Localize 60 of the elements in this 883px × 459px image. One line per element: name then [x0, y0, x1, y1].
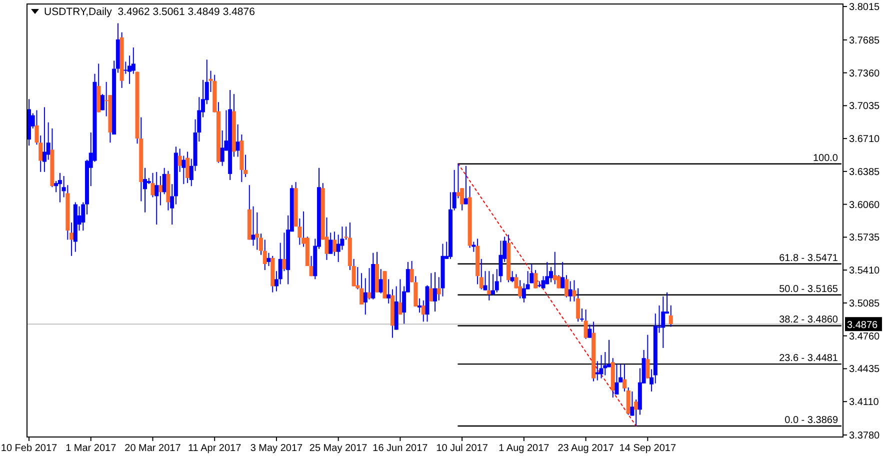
y-tick-label: 3.5735: [849, 232, 880, 244]
x-tick-label: 11 Apr 2017: [188, 443, 242, 454]
x-tick-label: 10 Feb 2017: [0, 443, 58, 454]
y-tick-label: 3.5085: [849, 298, 880, 310]
y-tick-label: 3.4110: [849, 397, 880, 408]
y-tick-label: 3.6060: [849, 200, 880, 211]
candlestick: [266, 252, 271, 267]
candlestick: [564, 274, 568, 298]
series-label: 100.0: [812, 152, 838, 164]
candlestick: [378, 268, 383, 294]
candlestick: [584, 309, 588, 340]
y-tick-label: 3.7035: [849, 101, 880, 112]
y-tick-label: 3.6385: [849, 166, 880, 178]
candlestick: [534, 270, 538, 289]
x-tick-label: 14 Sep 2017: [619, 443, 676, 454]
candlestick: [154, 171, 159, 226]
x-tick-label: 25 May 2017: [309, 443, 368, 454]
x-tick-label: 1 Mar 2017: [66, 443, 117, 454]
candlestick: [595, 360, 600, 381]
y-tick-label: 3.3780: [849, 430, 880, 442]
x-tick-label: 16 Jun 2017: [372, 443, 428, 454]
candlestick: [124, 61, 128, 74]
candlestick: [545, 261, 550, 285]
candlestick: [541, 276, 546, 289]
ref-line-label: 3.4876: [847, 320, 878, 332]
candlestick: [487, 270, 492, 301]
candlestick: [464, 165, 468, 205]
y-tick-label: 3.5410: [849, 266, 880, 277]
candlestick: [58, 172, 62, 203]
y-tick-label: 3.8015: [849, 2, 880, 14]
series-label: 61.8 - 3.5471: [779, 252, 838, 264]
candlestick: [603, 352, 608, 376]
candlestick: [251, 206, 256, 246]
candlestick: [328, 232, 333, 254]
y-tick-label: 3.4760: [849, 331, 880, 342]
candlestick: [661, 296, 666, 348]
y-tick-label: 3.4435: [849, 364, 880, 376]
candlestick: [158, 175, 162, 206]
series-label: 0.0 - 3.3869: [784, 414, 838, 426]
series-label: 50.0 - 3.5165: [779, 284, 838, 295]
x-tick-label: 1 Aug 2017: [498, 443, 550, 454]
y-tick-label: 3.7685: [849, 35, 880, 46]
candlestick: [42, 106, 46, 172]
y-tick-label: 3.6710: [849, 134, 880, 146]
x-tick-label: 10 Jul 2017: [436, 443, 488, 454]
x-tick-label: 20 Mar 2017: [124, 443, 182, 454]
candlestick: [220, 130, 224, 166]
x-tick-label: 3 May 2017: [250, 443, 304, 454]
candlestick: [599, 354, 604, 379]
candlestick: [522, 282, 526, 303]
candlestick: [668, 304, 673, 328]
legend-label: 38.2 - 3.4860: [779, 314, 838, 326]
chart-title: USDTRY,Daily 3.4962 3.5061 3.4849 3.4876: [44, 6, 256, 18]
candlestick: [518, 280, 522, 299]
x-tick-label: 23 Aug 2017: [558, 443, 614, 454]
candlestick: [433, 272, 437, 312]
y-tick-label: 3.7360: [849, 68, 880, 80]
candlestick: [418, 298, 422, 314]
series-label: 23.6 - 3.4481: [779, 353, 838, 364]
candlestick: [186, 151, 190, 184]
